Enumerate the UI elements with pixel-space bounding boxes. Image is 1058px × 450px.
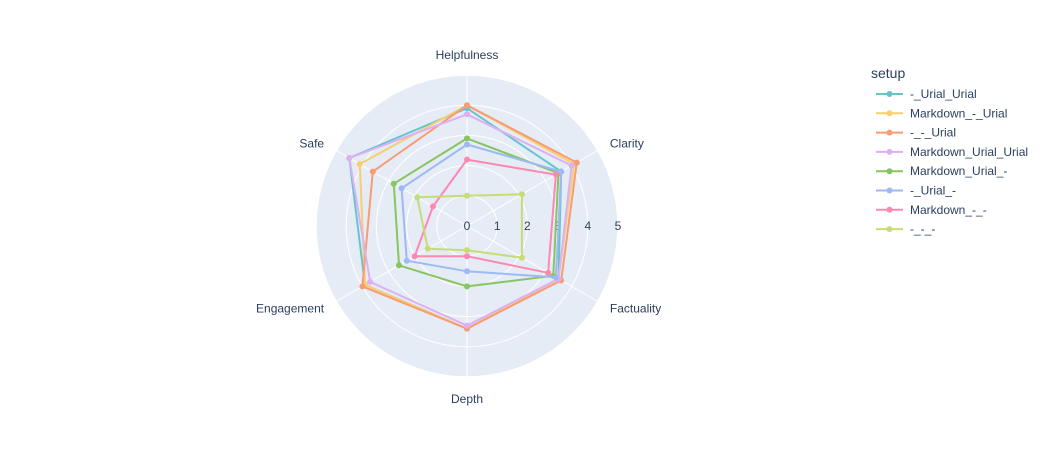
data-point[interactable] — [403, 257, 410, 264]
legend-label: -_Urial_Urial — [910, 87, 977, 101]
legend-swatch-marker — [886, 168, 893, 175]
data-point[interactable] — [359, 283, 366, 290]
legend-item[interactable]: Markdown_-_- — [876, 203, 987, 217]
radial-tick-label: 2 — [524, 219, 531, 233]
radial-tick-label: 1 — [494, 219, 501, 233]
data-point[interactable] — [573, 159, 580, 166]
data-point[interactable] — [552, 274, 559, 281]
data-point[interactable] — [464, 102, 470, 109]
legend-item[interactable]: -_Urial_Urial — [876, 87, 977, 101]
data-point[interactable] — [395, 262, 402, 269]
data-point[interactable] — [367, 278, 374, 285]
legend-swatch-marker — [886, 187, 893, 194]
data-point[interactable] — [369, 168, 376, 175]
data-point[interactable] — [429, 203, 436, 210]
legend-label: -_Urial_- — [910, 184, 956, 198]
data-point[interactable] — [464, 322, 470, 329]
legend-label: Markdown_-_- — [910, 203, 987, 217]
data-point[interactable] — [518, 191, 525, 198]
legend-swatch-marker — [886, 91, 893, 97]
data-point[interactable] — [558, 168, 565, 175]
data-point[interactable] — [414, 194, 421, 201]
axis-label-safe: Safe — [299, 137, 324, 151]
data-point[interactable] — [411, 253, 418, 260]
series-6 — [411, 156, 559, 276]
series-3 — [346, 111, 575, 329]
legend-item[interactable]: Markdown_-_Urial — [876, 106, 1007, 120]
angular-grid-line — [466, 225, 599, 302]
data-point[interactable] — [464, 111, 470, 118]
data-point[interactable] — [346, 155, 353, 162]
legend-label: Markdown_Urial_- — [910, 164, 1007, 178]
legend-item[interactable]: -_Urial_- — [876, 184, 956, 198]
data-point[interactable] — [568, 162, 575, 169]
data-point[interactable] — [464, 268, 470, 275]
angular-grid-line — [335, 225, 468, 302]
series-5 — [398, 141, 565, 281]
axis-label-engagement: Engagement — [256, 302, 325, 316]
data-point[interactable] — [464, 253, 470, 260]
axis-label-factuality: Factuality — [610, 302, 661, 316]
data-point[interactable] — [424, 245, 431, 252]
data-point[interactable] — [552, 171, 559, 178]
radial-tick-label: 4 — [584, 219, 591, 233]
legend-swatch-marker — [886, 148, 893, 155]
legend[interactable]: setup -_Urial_Urial Markdown_-_Urial -_-_U… — [871, 65, 1028, 236]
axis-label-clarity: Clarity — [610, 137, 644, 151]
polar-outline — [315, 74, 619, 378]
data-point[interactable] — [464, 141, 470, 148]
data-point[interactable] — [518, 254, 525, 261]
data-point[interactable] — [464, 247, 470, 254]
legend-item[interactable]: -_-_- — [876, 222, 935, 236]
legend-swatch-marker — [886, 129, 893, 136]
data-point[interactable] — [398, 185, 405, 192]
data-point[interactable] — [464, 135, 470, 142]
legend-title: setup — [871, 65, 905, 81]
legend-label: Markdown_-_Urial — [910, 106, 1007, 120]
legend-label: -_-_- — [910, 222, 935, 236]
axis-label-depth: Depth — [451, 392, 483, 406]
data-point[interactable] — [464, 192, 470, 199]
data-point[interactable] — [356, 161, 363, 168]
series-traces — [346, 102, 580, 332]
data-point[interactable] — [464, 156, 470, 163]
legend-label: -_-_Urial — [910, 126, 956, 140]
legend-item[interactable]: Markdown_Urial_Urial — [876, 145, 1028, 159]
legend-swatch-marker — [886, 110, 893, 117]
legend-item[interactable]: -_-_Urial — [876, 126, 956, 140]
axis-label-helpfulness: Helpfulness — [436, 48, 499, 62]
data-point[interactable] — [545, 269, 552, 276]
radial-tick-label: 5 — [615, 219, 622, 233]
series-7 — [414, 191, 525, 261]
legend-swatch-marker — [886, 226, 893, 233]
angular-axis-labels: Helpfulness Clarity Factuality Depth Engagem… — [256, 48, 661, 406]
radial-tick-label: 0 — [464, 219, 471, 233]
data-point[interactable] — [390, 180, 397, 187]
legend-label: Markdown_Urial_Urial — [910, 145, 1028, 159]
legend-item[interactable]: Markdown_Urial_- — [876, 164, 1007, 178]
legend-swatch-marker — [886, 206, 893, 213]
data-point[interactable] — [464, 283, 470, 290]
